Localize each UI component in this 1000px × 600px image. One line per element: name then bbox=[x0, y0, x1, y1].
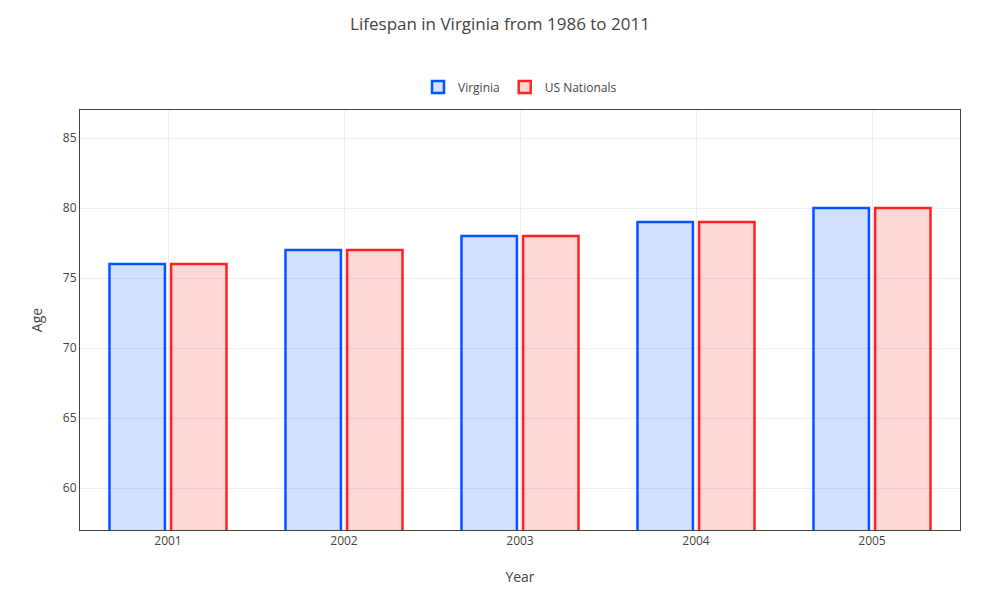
svg-text:2001: 2001 bbox=[154, 532, 181, 549]
svg-text:2003: 2003 bbox=[506, 532, 534, 549]
svg-text:US Nationals: US Nationals bbox=[545, 79, 617, 96]
svg-text:2004: 2004 bbox=[682, 532, 710, 549]
svg-text:65: 65 bbox=[63, 409, 77, 426]
svg-text:Age: Age bbox=[27, 308, 46, 332]
svg-text:75: 75 bbox=[63, 269, 77, 286]
svg-text:2005: 2005 bbox=[858, 532, 886, 549]
svg-text:60: 60 bbox=[63, 479, 77, 496]
svg-text:70: 70 bbox=[63, 339, 77, 356]
svg-text:80: 80 bbox=[63, 199, 77, 216]
svg-text:2002: 2002 bbox=[330, 532, 358, 549]
svg-text:Lifespan in Virginia from 1986: Lifespan in Virginia from 1986 to 2011 bbox=[350, 12, 650, 35]
svg-text:Virginia: Virginia bbox=[458, 79, 500, 96]
svg-text:Year: Year bbox=[505, 567, 534, 586]
svg-text:85: 85 bbox=[63, 129, 77, 146]
